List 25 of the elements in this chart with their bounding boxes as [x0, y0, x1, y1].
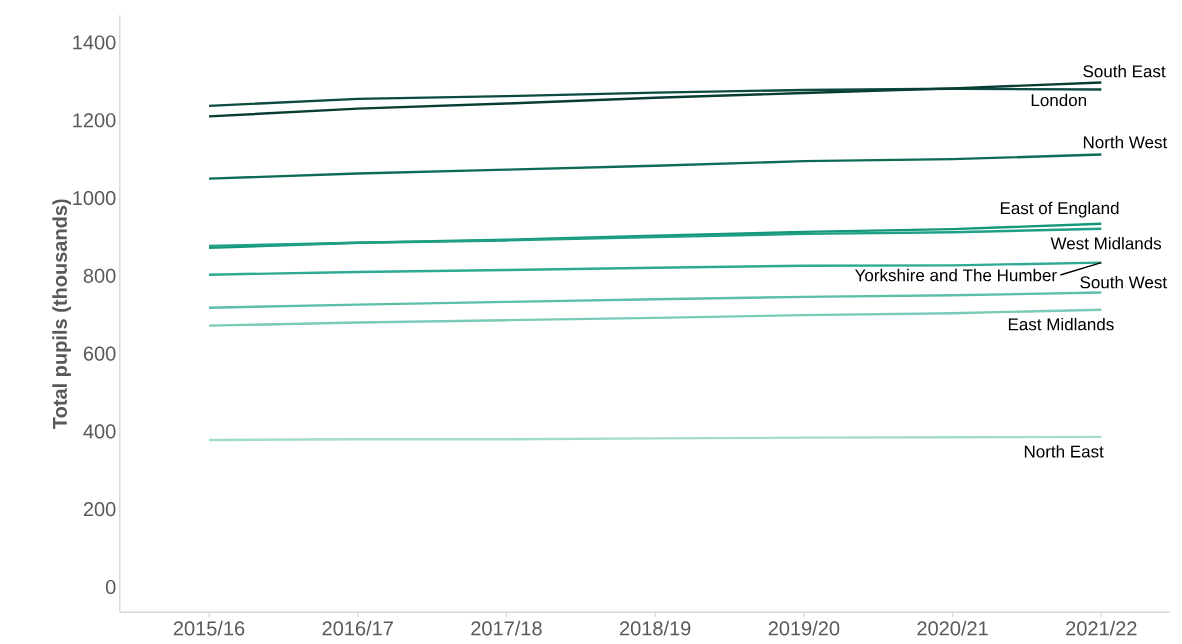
y-tick-label: 200	[83, 502, 116, 517]
series-label: Yorkshire and The Humber	[854, 268, 1057, 282]
x-tick-label: 2018/19	[620, 620, 691, 636]
y-tick-label: 1000	[73, 190, 116, 206]
y-tick-label: 800	[83, 268, 116, 283]
x-tick-label: 2021/22	[1066, 620, 1137, 636]
series-label: East of England	[1000, 201, 1119, 218]
series-label: North West	[1083, 135, 1168, 149]
x-tick-label: 2016/17	[322, 620, 393, 636]
y-axis-title: Total pupils (thousands)	[52, 199, 71, 429]
y-tick-label: 1200	[73, 113, 116, 128]
series-label: London	[1031, 93, 1086, 107]
y-tick-label: 400	[83, 424, 116, 439]
y-tick-label: 1400	[73, 35, 116, 50]
series-label: South East	[1083, 64, 1166, 78]
y-tick-label: 0	[105, 579, 116, 595]
series-label: North East	[1024, 445, 1104, 458]
series-label: South West	[1080, 275, 1167, 289]
x-tick-label: 2015/16	[173, 620, 245, 636]
series-label: East Midlands	[1008, 317, 1114, 331]
x-tick-label: 2019/20	[768, 620, 840, 636]
series-label: West Midlands	[1050, 236, 1162, 250]
x-tick-label: 2020/21	[917, 620, 988, 636]
y-tick-label: 600	[83, 346, 116, 361]
x-tick-label: 2017/18	[471, 620, 542, 636]
